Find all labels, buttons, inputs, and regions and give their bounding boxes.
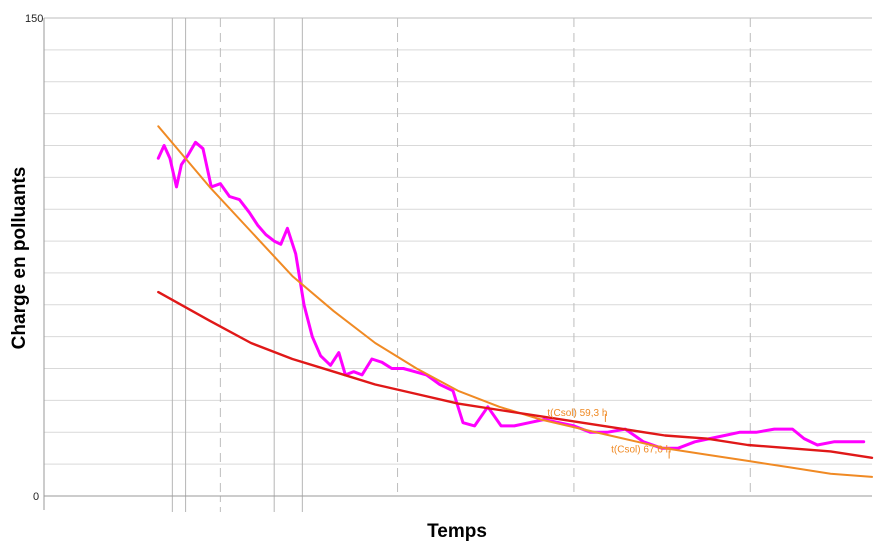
grid xyxy=(44,17,872,512)
series-group xyxy=(156,125,874,478)
x-axis-title: Temps xyxy=(427,521,487,542)
y-tick-label-150: 150 xyxy=(25,13,43,25)
y-tick-label-0: 0 xyxy=(33,491,39,503)
series-line-fit_second xyxy=(157,290,874,459)
series-line-measured xyxy=(156,140,866,450)
y-axis-title: Charge en polluants xyxy=(9,167,30,350)
annotation-label: t(Csol) 67,6 h xyxy=(611,445,671,456)
annotations: t(Csol) 59,3 h t(Csol) 67,6 h xyxy=(547,408,671,459)
annotation-label: t(Csol) 59,3 h xyxy=(547,408,607,419)
